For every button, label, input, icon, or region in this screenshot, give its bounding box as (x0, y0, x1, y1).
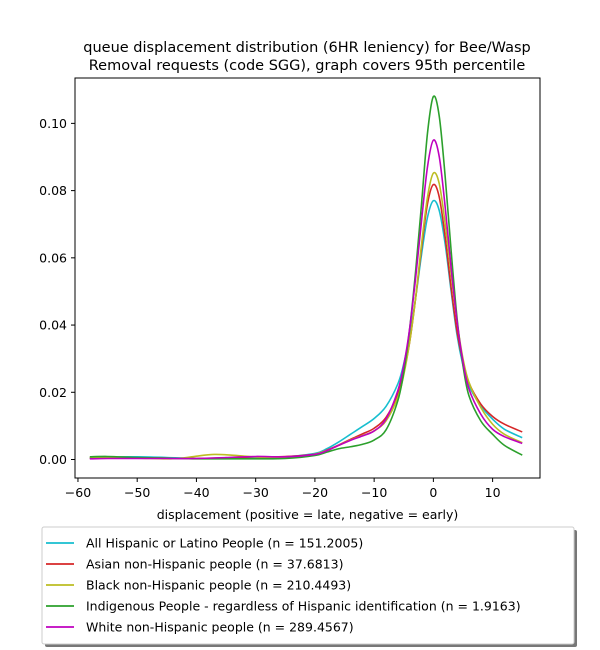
y-tick-label: 0.06 (39, 250, 67, 265)
legend-entry: Indigenous People - regardless of Hispan… (86, 599, 521, 614)
legend-entry: White non-Hispanic people (n = 289.4567) (86, 620, 354, 635)
x-tick-label: 0 (429, 485, 437, 500)
legend: All Hispanic or Latino People (n = 151.2… (41, 526, 577, 647)
y-tick-label: 0.04 (39, 318, 67, 333)
x-tick-label: −10 (361, 485, 387, 500)
chart-title-line-2: Removal requests (code SGG), graph cover… (89, 58, 526, 74)
x-axis-label: displacement (positive = late, negative … (157, 507, 459, 522)
y-axis: 0.00 0.02 0.04 0.06 0.08 0.10 (39, 116, 75, 467)
y-tick-label: 0.02 (39, 385, 67, 400)
x-tick-label: −30 (242, 485, 268, 500)
x-tick-label: −40 (183, 485, 209, 500)
series-line-4 (89, 95, 523, 460)
chart-title-line-1: queue displacement distribution (6HR len… (83, 40, 530, 56)
x-tick-label: 10 (485, 485, 501, 500)
x-tick-label: −60 (65, 485, 91, 500)
y-tick-label: 0.10 (39, 116, 67, 131)
chart-title: queue displacement distribution (6HR len… (83, 40, 530, 74)
y-tick-label: 0.00 (39, 452, 67, 467)
x-tick-label: −50 (124, 485, 150, 500)
legend-entry: Asian non-Hispanic people (n = 37.6813) (86, 557, 343, 572)
legend-entry: Black non-Hispanic people (n = 210.4493) (86, 578, 351, 593)
legend-box (41, 526, 575, 645)
plot-area (74, 77, 541, 479)
series-line-5 (89, 139, 523, 460)
y-tick-label: 0.08 (39, 183, 67, 198)
legend-entry: All Hispanic or Latino People (n = 151.2… (86, 536, 363, 551)
series-lines (89, 95, 523, 460)
x-axis: −60 −50 −40 −30 −20 −10 0 10 (65, 478, 501, 500)
x-tick-label: −20 (302, 485, 328, 500)
